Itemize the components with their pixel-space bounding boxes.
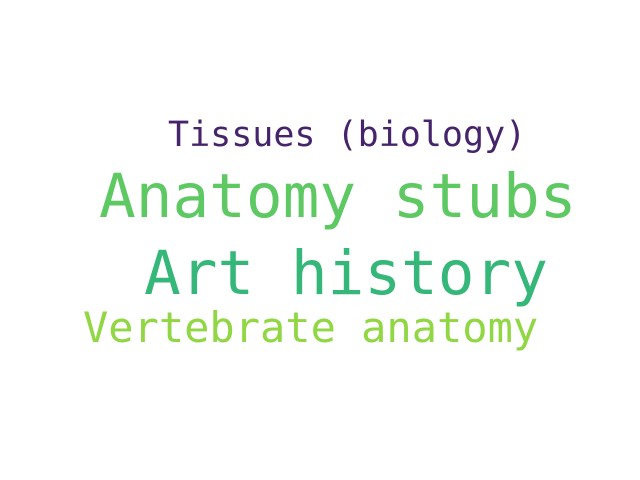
word-tissues-biology: Tissues (biology) [168, 115, 527, 155]
word-art-history: Art history [144, 238, 548, 309]
word-anatomy-stubs: Anatomy stubs [99, 161, 577, 232]
word-vertebrate-anatomy: Vertebrate anatomy [83, 303, 539, 352]
